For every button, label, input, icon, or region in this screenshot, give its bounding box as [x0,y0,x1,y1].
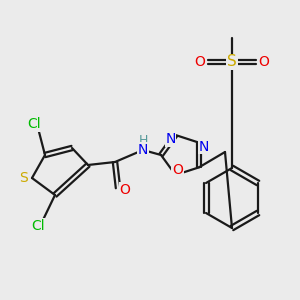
Text: Cl: Cl [27,117,41,131]
Text: O: O [195,55,206,69]
Text: N: N [199,140,209,154]
Text: O: O [172,163,183,177]
Text: H: H [138,134,148,148]
Text: N: N [138,143,148,157]
Text: O: O [120,183,130,197]
Text: N: N [165,132,176,146]
Text: S: S [19,171,27,185]
Text: S: S [227,55,237,70]
Text: O: O [259,55,269,69]
Text: Cl: Cl [31,219,45,233]
